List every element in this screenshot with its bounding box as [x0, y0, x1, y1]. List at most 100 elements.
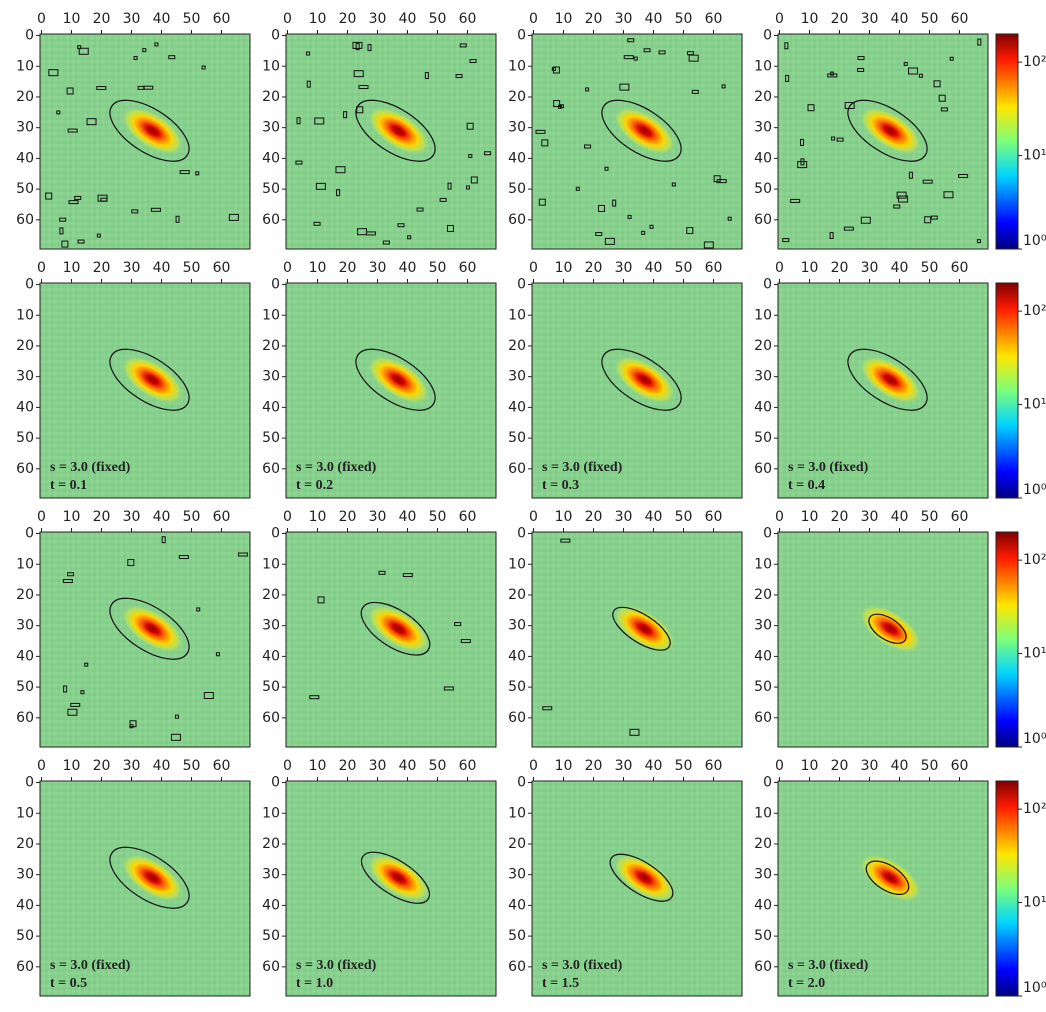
x-tick-label: 50: [183, 509, 201, 525]
y-tick-label: 30: [16, 867, 34, 883]
x-tick-label: 0: [775, 260, 784, 276]
x-tick-label: 0: [775, 758, 784, 774]
x-tick-label: 50: [183, 758, 201, 774]
annotation: t = 0.4: [788, 478, 825, 493]
y-tick-label: 20: [16, 836, 34, 852]
y-tick-label: 20: [262, 89, 280, 105]
x-tick-label: 20: [831, 509, 849, 525]
y-tick-label: 40: [262, 399, 280, 415]
x-tick-label: 50: [183, 11, 201, 27]
x-tick-label: 20: [831, 260, 849, 276]
x-tick-label: 40: [153, 260, 171, 276]
y-tick-label: 0: [763, 775, 772, 791]
y-tick-label: 30: [262, 120, 280, 136]
y-tick-label: 40: [754, 150, 772, 166]
y-tick-label: 40: [508, 399, 526, 415]
x-tick-label: 30: [861, 758, 879, 774]
y-tick-label: 60: [262, 710, 280, 726]
x-tick-label: 50: [429, 758, 447, 774]
x-tick-label: 60: [459, 758, 477, 774]
x-tick-label: 60: [213, 260, 231, 276]
colorbar-tick-label: 10⁰: [1023, 731, 1046, 747]
x-tick-label: 20: [93, 509, 111, 525]
y-tick-label: 60: [262, 461, 280, 477]
x-tick-label: 20: [831, 11, 849, 27]
colorbar-tick-label: 10¹: [1023, 148, 1046, 164]
x-tick-label: 40: [399, 758, 417, 774]
annotation: t = 0.5: [50, 976, 87, 991]
y-tick-label: 0: [763, 28, 772, 44]
y-tick-label: 0: [763, 277, 772, 293]
x-tick-label: 30: [861, 260, 879, 276]
x-tick-label: 10: [63, 11, 81, 27]
x-tick-label: 50: [675, 509, 693, 525]
x-tick-label: 0: [529, 509, 538, 525]
y-tick-label: 30: [508, 120, 526, 136]
y-tick-label: 0: [763, 526, 772, 542]
colorbar: [996, 532, 1018, 747]
x-tick-label: 0: [37, 509, 46, 525]
y-tick-label: 30: [262, 867, 280, 883]
x-tick-label: 40: [891, 509, 909, 525]
x-tick-label: 60: [459, 509, 477, 525]
colorbar-tick-label: 10⁰: [1023, 980, 1046, 996]
x-tick-label: 50: [921, 11, 939, 27]
x-tick-label: 10: [63, 758, 81, 774]
x-tick-label: 50: [675, 260, 693, 276]
y-tick-label: 10: [754, 307, 772, 323]
x-tick-label: 10: [309, 11, 327, 27]
x-tick-label: 30: [369, 758, 387, 774]
annotation: t = 1.0: [296, 976, 333, 991]
colorbar-tick-label: 10⁰: [1023, 233, 1046, 249]
x-tick-label: 0: [529, 758, 538, 774]
y-tick-label: 50: [508, 181, 526, 197]
y-tick-label: 40: [16, 897, 34, 913]
x-tick-label: 40: [891, 260, 909, 276]
y-tick-label: 50: [508, 928, 526, 944]
annotation: s = 3.0 (fixed): [542, 958, 623, 973]
x-tick-label: 50: [429, 509, 447, 525]
y-tick-label: 40: [16, 150, 34, 166]
y-tick-label: 30: [508, 618, 526, 634]
y-tick-label: 20: [262, 836, 280, 852]
panel: 01020304050600102030405060s = 3.0 (fixed…: [16, 758, 250, 996]
y-tick-label: 50: [16, 430, 34, 446]
colorbar-tick-label: 10¹: [1023, 895, 1046, 911]
y-tick-label: 10: [16, 805, 34, 821]
x-tick-label: 40: [399, 11, 417, 27]
x-tick-label: 0: [283, 758, 292, 774]
y-tick-label: 40: [262, 150, 280, 166]
x-tick-label: 30: [615, 509, 633, 525]
x-tick-label: 0: [283, 509, 292, 525]
annotation: s = 3.0 (fixed): [788, 460, 869, 475]
y-tick-label: 30: [262, 618, 280, 634]
x-tick-label: 40: [153, 758, 171, 774]
y-tick-label: 60: [754, 710, 772, 726]
colorbar: [996, 34, 1018, 249]
x-tick-label: 40: [153, 509, 171, 525]
x-tick-label: 40: [153, 11, 171, 27]
y-tick-label: 0: [271, 526, 280, 542]
annotation: s = 3.0 (fixed): [788, 958, 869, 973]
y-tick-label: 40: [16, 399, 34, 415]
y-tick-label: 50: [262, 430, 280, 446]
x-tick-label: 40: [645, 758, 663, 774]
x-tick-label: 60: [951, 509, 969, 525]
y-tick-label: 0: [271, 775, 280, 791]
y-tick-label: 40: [508, 648, 526, 664]
x-tick-label: 30: [861, 11, 879, 27]
y-tick-label: 10: [16, 58, 34, 74]
y-tick-label: 10: [262, 307, 280, 323]
y-tick-label: 10: [754, 805, 772, 821]
y-tick-label: 50: [16, 928, 34, 944]
panel: 01020304050600102030405060s = 3.0 (fixed…: [262, 758, 496, 996]
x-tick-label: 20: [339, 758, 357, 774]
y-tick-label: 50: [262, 928, 280, 944]
y-tick-label: 10: [508, 58, 526, 74]
x-tick-label: 50: [921, 260, 939, 276]
y-tick-label: 30: [262, 369, 280, 385]
y-tick-label: 40: [754, 399, 772, 415]
y-tick-label: 50: [262, 181, 280, 197]
y-tick-label: 20: [262, 338, 280, 354]
